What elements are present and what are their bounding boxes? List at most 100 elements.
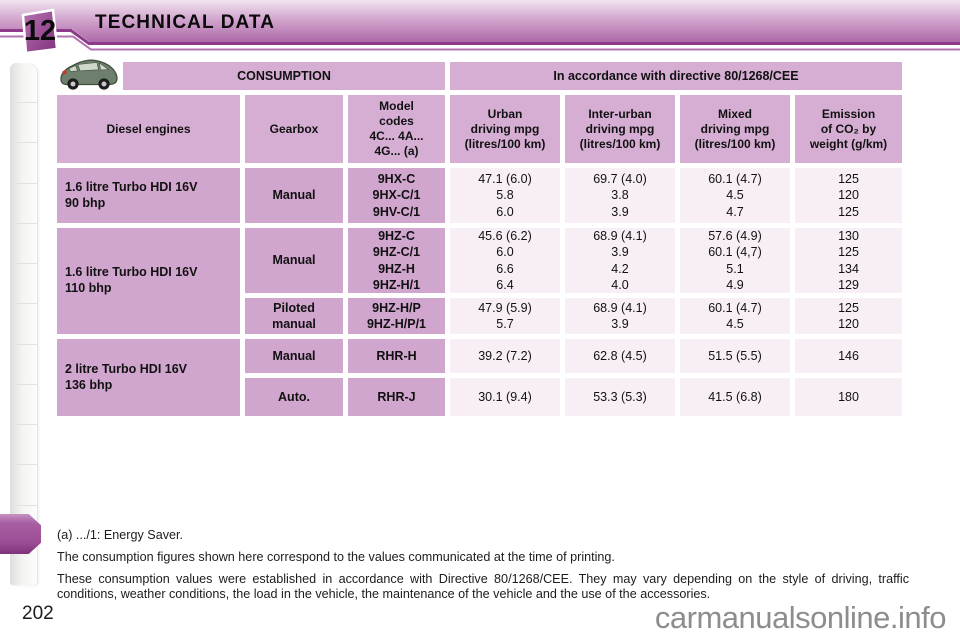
urban-mpg-value: 47.9 (5.9) 5.7 — [478, 300, 532, 332]
tab-strip-segment — [10, 504, 38, 545]
gearbox-value: Manual — [272, 253, 316, 268]
gearbox-value: Piloted manual — [272, 300, 316, 331]
model-codes-cell: RHR-J — [348, 378, 445, 416]
interurban-mpg-cell: 62.8 (4.5) — [565, 339, 675, 373]
interurban-mpg-value: 69.7 (4.0) 3.8 3.9 — [593, 171, 647, 219]
urban-mpg-value: 45.6 (6.2) 6.0 6.6 6.4 — [478, 228, 532, 293]
col-header-label: Urban driving mpg (litres/100 km) — [464, 106, 546, 151]
header-band-decoration — [0, 0, 960, 55]
co2-emission-cell: 130 125 134 129 — [795, 228, 902, 293]
urban-mpg-value: 47.1 (6.0) 5.8 6.0 — [478, 171, 532, 219]
footnotes: (a) .../1: Energy Saver. The consumption… — [57, 528, 909, 608]
section-header-consumption-label: CONSUMPTION — [237, 69, 331, 83]
gearbox-cell: Manual — [245, 168, 343, 223]
model-codes-value: 9HX-C 9HX-C/1 9HV-C/1 — [372, 172, 421, 219]
current-chapter-tab — [0, 514, 41, 554]
col-header-interurban: Inter-urban driving mpg (litres/100 km) — [565, 95, 675, 163]
model-codes-value: RHR-H — [376, 348, 417, 363]
tab-strip-segment — [10, 424, 38, 464]
mixed-mpg-value: 60.1 (4.7) 4.5 4.7 — [708, 171, 762, 219]
interurban-mpg-cell: 69.7 (4.0) 3.8 3.9 — [565, 168, 675, 223]
urban-mpg-cell: 45.6 (6.2) 6.0 6.6 6.4 — [450, 228, 560, 293]
urban-mpg-cell: 47.9 (5.9) 5.7 — [450, 298, 560, 334]
col-header-label: Gearbox — [269, 121, 319, 136]
model-codes-value: 9HZ-C 9HZ-C/1 9HZ-H 9HZ-H/1 — [372, 229, 421, 292]
model-codes-cell: RHR-H — [348, 339, 445, 373]
mixed-mpg-value: 57.6 (4.9) 60.1 (4,7) 5.1 4.9 — [708, 228, 762, 293]
model-codes-cell: 9HZ-H/P 9HZ-H/P/1 — [348, 298, 445, 334]
co2-emission-cell: 125 120 125 — [795, 168, 902, 223]
co2-emission-value: 180 — [838, 389, 859, 404]
mixed-mpg-value: 41.5 (6.8) — [708, 389, 762, 404]
co2-emission-value: 130 125 134 129 — [838, 228, 859, 293]
col-header-label: Diesel engines — [106, 121, 191, 136]
engine-label: 2 litre Turbo HDI 16V 136 bhp — [65, 361, 188, 392]
gearbox-value: Manual — [272, 348, 316, 363]
chapter-number: 12 — [23, 14, 57, 47]
col-header-label: Model codes 4C... 4A... 4G... (a) — [369, 99, 424, 158]
mixed-mpg-cell: 60.1 (4.7) 4.5 — [680, 298, 790, 334]
co2-emission-value: 146 — [838, 348, 859, 363]
mixed-mpg-value: 51.5 (5.5) — [708, 348, 762, 363]
urban-mpg-value: 39.2 (7.2) — [478, 348, 532, 363]
col-header-label: Inter-urban driving mpg (litres/100 km) — [579, 106, 661, 151]
interurban-mpg-cell: 68.9 (4.1) 3.9 — [565, 298, 675, 334]
page-header: 12 TECHNICAL DATA — [0, 0, 960, 58]
tab-strip-segment — [10, 142, 38, 182]
interurban-mpg-value: 68.9 (4.1) 3.9 — [593, 300, 647, 332]
gearbox-cell: Manual — [245, 228, 343, 293]
urban-mpg-value: 30.1 (9.4) — [478, 389, 532, 404]
col-header-urban: Urban driving mpg (litres/100 km) — [450, 95, 560, 163]
engine-label: 1.6 litre Turbo HDI 16V 90 bhp — [65, 179, 198, 210]
model-codes-value: RHR-J — [377, 389, 416, 404]
mixed-mpg-cell: 60.1 (4.7) 4.5 4.7 — [680, 168, 790, 223]
footnote-energy-saver: (a) .../1: Energy Saver. — [57, 528, 183, 542]
gearbox-cell: Auto. — [245, 378, 343, 416]
model-codes-value: 9HZ-H/P 9HZ-H/P/1 — [366, 300, 427, 331]
col-header-diesel-engines: Diesel engines — [57, 95, 240, 163]
col-header-model-codes: Model codes 4C... 4A... 4G... (a) — [348, 95, 445, 163]
tab-strip-segment — [10, 222, 38, 263]
co2-emission-cell: 125 120 — [795, 298, 902, 334]
page-title: TECHNICAL DATA — [95, 12, 276, 33]
col-header-label: Mixed driving mpg (litres/100 km) — [694, 106, 776, 151]
chapter-tab-strip — [10, 63, 38, 585]
tab-strip-segment — [10, 102, 38, 142]
interurban-mpg-cell: 68.9 (4.1) 3.9 4.2 4.0 — [565, 228, 675, 293]
tab-strip-segment — [10, 343, 38, 384]
co2-emission-value: 125 120 — [838, 300, 859, 332]
col-header-gearbox: Gearbox — [245, 95, 343, 163]
footnote-directive: These consumption values were establishe… — [57, 571, 909, 601]
car-side-icon — [60, 59, 118, 90]
mixed-mpg-cell: 41.5 (6.8) — [680, 378, 790, 416]
model-codes-cell: 9HX-C 9HX-C/1 9HV-C/1 — [348, 168, 445, 223]
col-header-label: Emission of CO₂ by weight (g/km) — [809, 106, 888, 151]
tab-strip-segment — [10, 263, 38, 303]
interurban-mpg-value: 53.3 (5.3) — [593, 389, 647, 404]
section-header-consumption: CONSUMPTION — [123, 62, 445, 90]
col-header-mixed: Mixed driving mpg (litres/100 km) — [680, 95, 790, 163]
engine-label: 1.6 litre Turbo HDI 16V 110 bhp — [65, 265, 198, 295]
watermark: carmanualsonline.info — [654, 600, 947, 635]
gearbox-cell: Manual — [245, 339, 343, 373]
co2-emission-value: 125 120 125 — [838, 171, 859, 219]
tab-strip-segment — [10, 63, 38, 102]
gearbox-value: Manual — [272, 188, 316, 203]
interurban-mpg-value: 62.8 (4.5) — [593, 348, 647, 363]
mixed-mpg-cell: 57.6 (4.9) 60.1 (4,7) 5.1 4.9 — [680, 228, 790, 293]
section-header-directive-label: In accordance with directive 80/1268/CEE — [553, 69, 799, 83]
engine-cell-90bhp: 1.6 litre Turbo HDI 16V 90 bhp — [57, 168, 240, 223]
engine-cell-110bhp: 1.6 litre Turbo HDI 16V 110 bhp — [57, 228, 240, 334]
tab-strip-segment — [10, 464, 38, 504]
col-header-emission: Emission of CO₂ by weight (g/km) — [795, 95, 902, 163]
mixed-mpg-value: 60.1 (4.7) 4.5 — [708, 300, 762, 332]
interurban-mpg-cell: 53.3 (5.3) — [565, 378, 675, 416]
interurban-mpg-value: 68.9 (4.1) 3.9 4.2 4.0 — [593, 228, 647, 293]
gearbox-cell: Piloted manual — [245, 298, 343, 334]
gearbox-value: Auto. — [278, 389, 310, 404]
co2-emission-cell: 146 — [795, 339, 902, 373]
urban-mpg-cell: 30.1 (9.4) — [450, 378, 560, 416]
tab-strip-segment — [10, 383, 38, 424]
urban-mpg-cell: 47.1 (6.0) 5.8 6.0 — [450, 168, 560, 223]
chapter-badge — [21, 8, 59, 55]
